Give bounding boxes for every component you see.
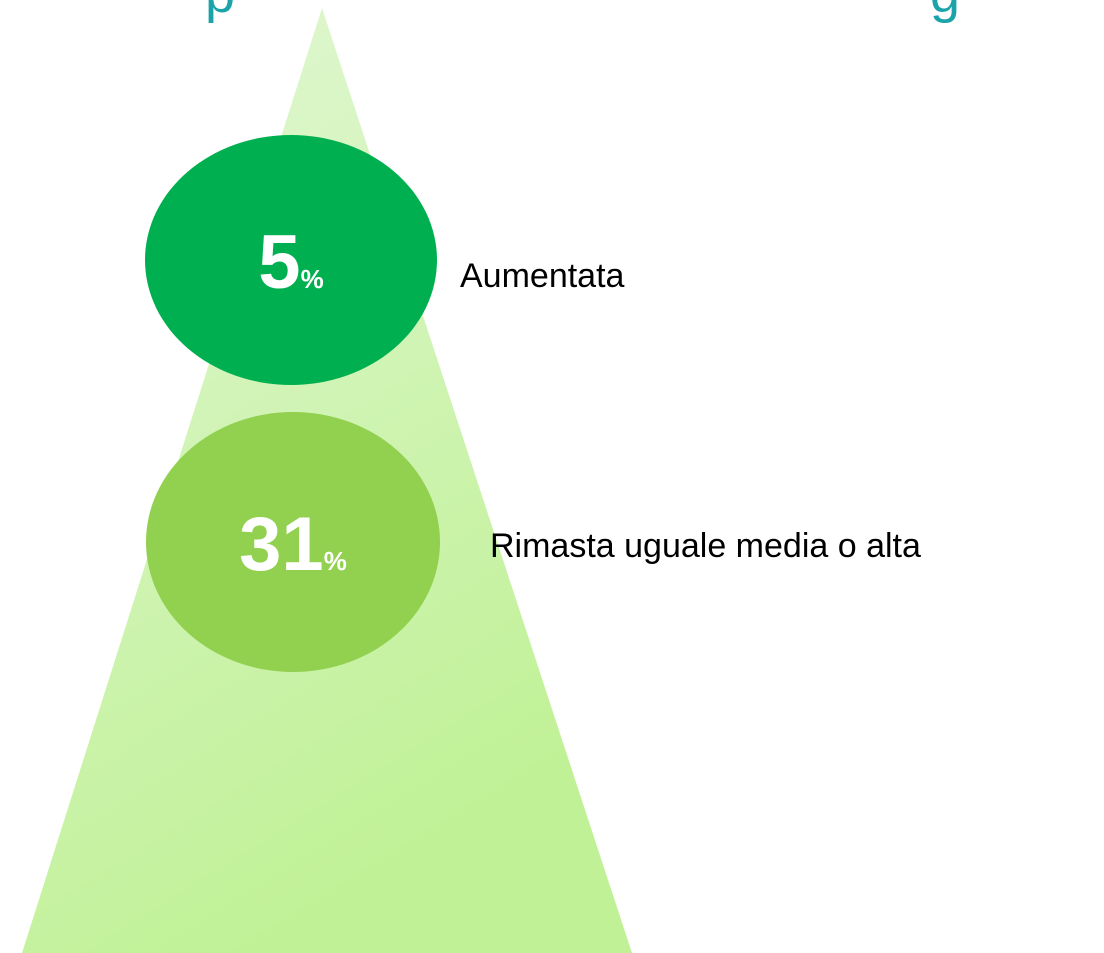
- value-number: 5: [258, 220, 300, 305]
- percent-value: 31%: [239, 502, 347, 587]
- title-fragment: g: [930, 0, 960, 24]
- item-label: Rimasta uguale media o alta: [490, 527, 921, 565]
- value-unit: %: [301, 264, 324, 294]
- title-fragment: p: [205, 0, 235, 24]
- value-number: 31: [239, 502, 324, 587]
- percent-value: 5%: [258, 220, 323, 305]
- circle: [145, 135, 437, 385]
- item-label: Aumentata: [460, 257, 625, 295]
- value-unit: %: [324, 546, 347, 576]
- circle: [146, 412, 440, 672]
